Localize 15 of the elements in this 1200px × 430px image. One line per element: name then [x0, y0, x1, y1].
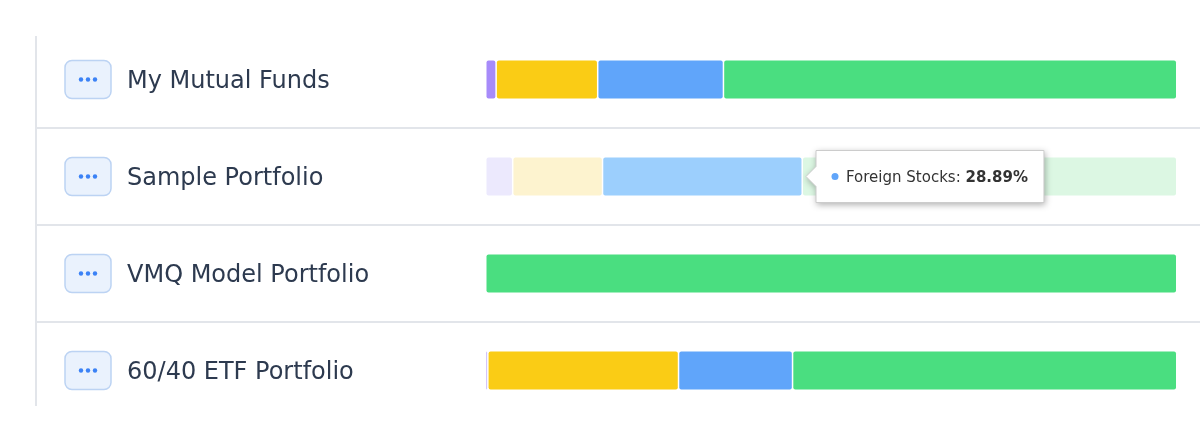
bar: [603, 157, 802, 196]
y-tick-label: VMQ Model Portfolio: [127, 260, 370, 289]
annotation: Foreign Stocks: 28.89%: [846, 167, 1028, 186]
bar: [486, 157, 512, 196]
bar: [793, 351, 1176, 390]
bar: [598, 60, 723, 99]
bar: [679, 351, 792, 390]
y-tick-label: 60/40 ETF Portfolio: [127, 357, 354, 386]
bar: [724, 60, 1176, 99]
bar: [496, 60, 597, 99]
bar: [488, 351, 678, 390]
y-tick-label: My Mutual Funds: [127, 66, 330, 95]
bar: [513, 157, 602, 196]
y-tick-label: Sample Portfolio: [127, 163, 324, 192]
bar: [486, 254, 1176, 293]
